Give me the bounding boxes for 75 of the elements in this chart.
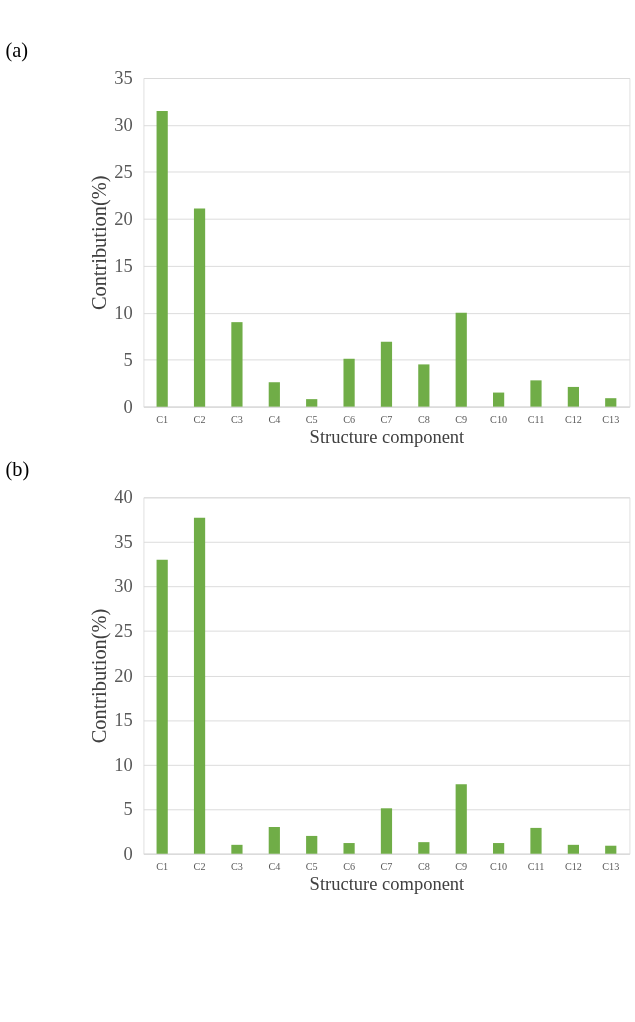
bar: [156, 110, 168, 407]
x-tick-label: C3: [230, 860, 243, 872]
y-tick-label: 20: [114, 208, 133, 229]
x-tick-label: C2: [193, 860, 206, 872]
y-tick-label: 0: [123, 843, 133, 864]
x-tick-label: C5: [305, 413, 318, 425]
bar: [306, 399, 318, 407]
bar: [418, 842, 430, 854]
bar: [418, 364, 430, 407]
bar: [493, 843, 505, 854]
x-tick-label: C2: [193, 413, 206, 425]
x-tick-label: C4: [268, 413, 281, 425]
bar: [343, 843, 355, 854]
y-tick-label: 30: [114, 115, 133, 135]
y-tick-label: 5: [123, 799, 133, 820]
x-tick-label: C6: [343, 860, 356, 872]
x-tick-label: C1: [156, 413, 169, 425]
x-tick-label: C1: [156, 860, 169, 872]
x-axis-title: Structure component: [309, 427, 466, 448]
x-tick-label: C6: [343, 413, 356, 425]
y-tick-label: 0: [123, 396, 133, 417]
x-tick-label: C3: [230, 413, 243, 425]
bar: [231, 844, 243, 854]
x-tick-label: C13: [602, 413, 620, 425]
y-tick-label: 25: [114, 161, 133, 182]
y-tick-label: 35: [114, 68, 133, 89]
y-tick-label: 35: [114, 531, 133, 552]
x-tick-label: C9: [455, 413, 468, 425]
bar: [268, 382, 280, 407]
bar: [567, 844, 579, 854]
bar: [193, 517, 206, 854]
bar: [380, 341, 393, 407]
x-tick-label: C8: [417, 413, 430, 425]
x-tick-label: C12: [564, 413, 582, 425]
bar: [156, 559, 168, 854]
y-axis-title: Contribution(%): [87, 608, 111, 744]
x-tick-label: C9: [455, 860, 468, 872]
x-tick-label: C11: [527, 413, 545, 425]
bar: [605, 398, 617, 407]
y-tick-label: 10: [114, 302, 133, 323]
bar: [343, 358, 355, 407]
y-axis-title: Contribution(%): [87, 175, 111, 311]
bar: [268, 827, 280, 854]
x-axis-title: Structure component: [309, 874, 466, 895]
bar: [306, 835, 318, 854]
bar: [231, 322, 243, 407]
bar: [530, 827, 542, 854]
bar: [605, 845, 617, 854]
y-tick-label: 10: [114, 754, 133, 775]
x-tick-label: C11: [527, 860, 545, 872]
y-tick-label: 30: [114, 576, 133, 597]
bar: [455, 312, 467, 407]
x-tick-label: C12: [564, 860, 582, 872]
bar: [567, 386, 579, 407]
y-tick-label: 15: [114, 710, 133, 731]
chart-title: (a): [5, 38, 29, 62]
y-tick-label: 40: [114, 487, 133, 508]
bar: [493, 392, 505, 407]
x-tick-label: C7: [380, 413, 393, 425]
x-tick-label: C13: [602, 860, 620, 872]
x-tick-label: C7: [380, 860, 393, 872]
x-tick-label: C10: [490, 860, 508, 872]
y-tick-label: 25: [114, 621, 133, 642]
x-tick-label: C10: [490, 413, 508, 425]
chart-title: (b): [5, 458, 30, 482]
y-tick-label: 5: [123, 349, 133, 370]
x-tick-label: C5: [305, 860, 318, 872]
y-tick-label: 15: [114, 255, 133, 276]
x-tick-label: C4: [268, 860, 281, 872]
bar: [193, 208, 206, 407]
y-tick-label: 20: [114, 665, 133, 686]
bar: [530, 380, 542, 407]
bar: [455, 784, 467, 854]
x-tick-label: C8: [417, 860, 430, 872]
bar: [380, 808, 393, 854]
